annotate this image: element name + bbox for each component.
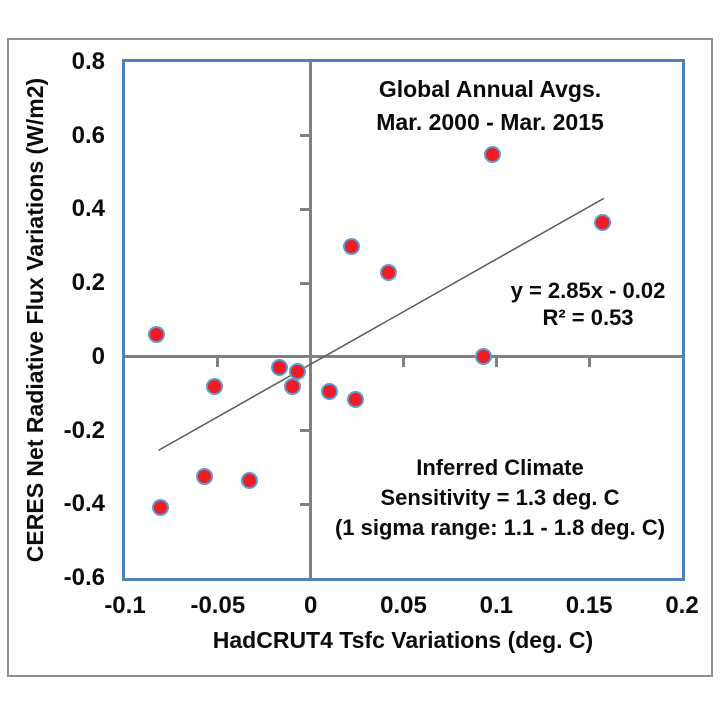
data-point xyxy=(484,145,502,163)
data-point xyxy=(289,363,307,381)
x-tick-label: 0 xyxy=(303,592,318,619)
x-tick-label: -0.05 xyxy=(190,592,246,619)
x-axis-title: HadCRUT4 Tsfc Variations (deg. C) xyxy=(212,627,594,653)
x-tick-mark xyxy=(402,358,405,368)
y-tick-mark xyxy=(299,134,310,138)
x-tick-label: 0.15 xyxy=(565,592,613,619)
equation-line: y = 2.85x - 0.02 xyxy=(510,278,666,303)
x-tick-label: 0.05 xyxy=(380,592,427,619)
data-point xyxy=(270,359,288,377)
x-tick-mark xyxy=(494,358,498,368)
y-tick-label: -0.6 xyxy=(63,564,105,591)
annotation-chart-title: Global Annual Avgs. Mar. 2000 - Mar. 201… xyxy=(330,73,650,139)
data-point xyxy=(148,326,166,344)
data-point xyxy=(320,383,338,401)
data-point xyxy=(593,213,611,231)
y-tick-mark xyxy=(299,502,310,506)
data-point xyxy=(474,348,492,366)
x-tick-label: 0.2 xyxy=(665,592,699,619)
x-tick-label: 0.1 xyxy=(479,592,514,619)
y-tick-label: 0.4 xyxy=(71,195,105,223)
r-squared-line: R² = 0.53 xyxy=(542,305,634,330)
data-point xyxy=(343,237,360,255)
y-tick-label: -0.2 xyxy=(63,416,105,444)
sensitivity-line3: (1 sigma range: 1.1 - 1.8 deg. C) xyxy=(334,515,666,540)
y-tick-label: 0.6 xyxy=(71,121,105,149)
x-tick-label: -0.1 xyxy=(104,592,146,619)
y-axis-line xyxy=(309,62,313,578)
y-tick-label: -0.4 xyxy=(63,490,105,518)
x-tick-mark xyxy=(587,358,591,368)
y-tick-label: 0 xyxy=(91,342,105,370)
sensitivity-line2: Sensitivity = 1.3 deg. C xyxy=(380,485,620,510)
data-point xyxy=(283,377,301,395)
y-tick-label: 0.8 xyxy=(71,48,105,75)
annotation-title-line1: Global Annual Avgs. xyxy=(378,76,602,102)
sensitivity-line1: Inferred Climate xyxy=(416,455,584,480)
trend-line xyxy=(158,197,605,452)
data-point xyxy=(196,468,214,486)
annotation-climate-sensitivity: Inferred Climate Sensitivity = 1.3 deg. … xyxy=(300,453,700,543)
x-axis-line xyxy=(125,355,682,359)
data-point xyxy=(205,377,223,395)
plot-area xyxy=(122,59,685,581)
y-tick-mark xyxy=(299,281,310,285)
data-point xyxy=(380,263,398,281)
data-point xyxy=(151,499,169,517)
x-tick-mark xyxy=(216,358,220,368)
data-point xyxy=(346,390,364,408)
y-tick-label: 0.2 xyxy=(71,269,105,297)
annotation-trend-equation: y = 2.85x - 0.02 R² = 0.53 xyxy=(438,277,720,331)
annotation-title-line2: Mar. 2000 - Mar. 2015 xyxy=(376,109,604,135)
y-tick-mark xyxy=(299,429,310,433)
data-point xyxy=(240,471,258,489)
y-tick-mark xyxy=(299,207,310,211)
